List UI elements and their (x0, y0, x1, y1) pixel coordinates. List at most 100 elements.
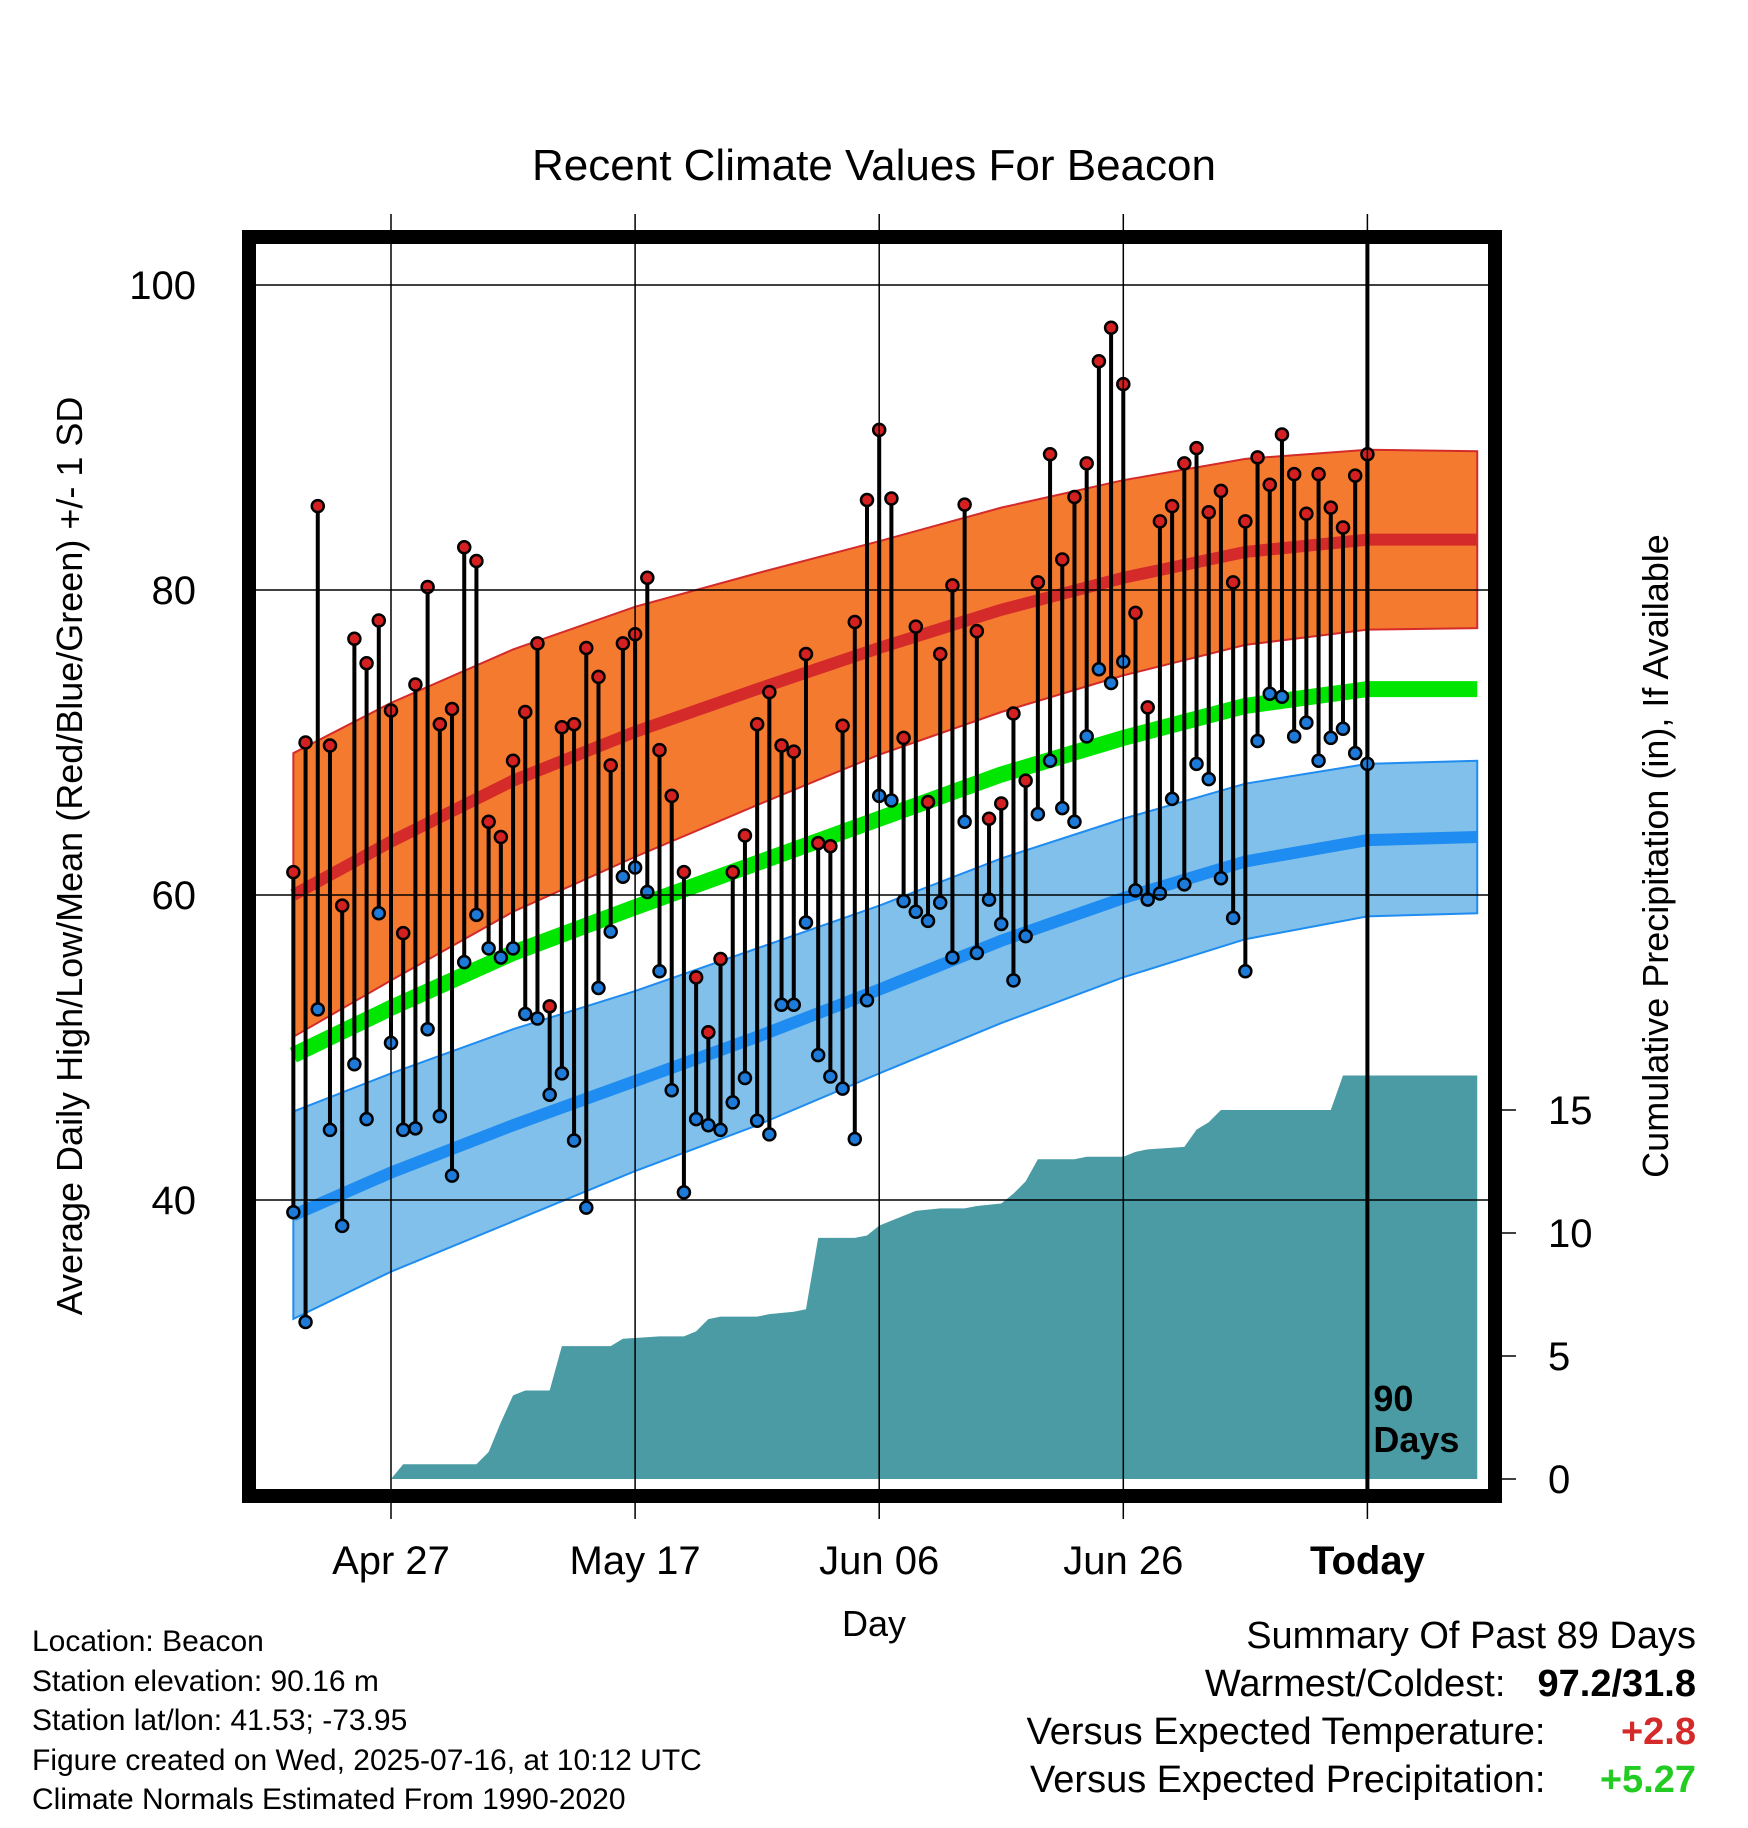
normals-text: Climate Normals Estimated From 1990-2020 (32, 1783, 626, 1816)
daily-high-point (835, 718, 850, 733)
daily-low-point (1238, 964, 1253, 979)
daily-high-point (945, 578, 960, 593)
daily-low-point (1006, 973, 1021, 988)
daily-high-point (823, 838, 838, 854)
daily-high-point (334, 898, 350, 913)
daily-high-point (847, 614, 863, 630)
location-text: Location: Beacon (32, 1625, 264, 1658)
daily-low-point (518, 1006, 533, 1022)
daily-low-point (969, 945, 985, 961)
daily-high-point (286, 864, 301, 880)
station-info: Location: Beacon Station elevation: 90.1… (32, 1622, 702, 1820)
daily-low-point (1250, 733, 1265, 749)
daily-low-point (823, 1069, 838, 1084)
daily-high-point (1018, 773, 1033, 788)
daily-low-point (286, 1204, 301, 1220)
daily-low-point (1274, 689, 1290, 704)
daily-low-point (603, 924, 618, 939)
daily-high-point (359, 655, 374, 671)
daily-high-point (347, 631, 362, 647)
daily-high-point (798, 646, 814, 662)
daily-high-point (1335, 520, 1351, 535)
daily-low-point (920, 913, 936, 929)
daily-low-point (481, 941, 496, 956)
daily-low-point (310, 1002, 326, 1017)
summary-temp: Versus Expected Temperature: +2.8 (1027, 1708, 1696, 1756)
daily-low-point (1140, 892, 1155, 907)
daily-high-point (713, 951, 728, 967)
summary-panel: Summary Of Past 89 Days Warmest/Coldest:… (1027, 1612, 1696, 1804)
x-tick-label: Jun 26 (1063, 1539, 1183, 1583)
x-tick-label: Today (1310, 1539, 1426, 1583)
daily-high-point (603, 758, 618, 773)
daily-low-point (420, 1021, 435, 1037)
daily-low-point (456, 954, 472, 970)
daily-high-point (652, 742, 667, 758)
daily-high-point (518, 704, 533, 720)
daily-low-point (1067, 814, 1082, 830)
y-right-tick-label: 0 (1548, 1458, 1570, 1502)
daily-high-point (1042, 447, 1058, 462)
daily-high-point (1286, 466, 1302, 482)
summary-heading: Summary Of Past 89 Days (1246, 1615, 1696, 1657)
daily-high-point (395, 925, 411, 941)
daily-high-point (969, 623, 985, 639)
daily-low-point (884, 793, 899, 808)
daily-high-point (701, 1025, 716, 1040)
daily-low-point (1347, 745, 1363, 761)
daily-low-point (347, 1057, 362, 1072)
daily-low-point (505, 941, 521, 956)
daily-low-point (1335, 721, 1351, 737)
daily-low-point (713, 1122, 728, 1138)
daily-low-point (1201, 771, 1216, 787)
daily-high-point (530, 636, 545, 651)
daily-low-point (1299, 715, 1314, 730)
daily-low-point (432, 1108, 448, 1124)
daily-low-point (542, 1087, 557, 1103)
daily-high-point (1164, 498, 1180, 514)
daily-high-point (1177, 456, 1192, 471)
daily-high-point (786, 744, 802, 759)
daily-low-point (615, 869, 631, 884)
daily-high-point (1128, 605, 1143, 621)
daily-low-point (1152, 886, 1168, 901)
daily-low-point (798, 915, 814, 930)
daily-low-point (469, 907, 484, 923)
daily-high-point (1140, 700, 1155, 715)
today-days-label: Days (1373, 1419, 1459, 1460)
daily-low-point (994, 916, 1009, 932)
daily-high-point (554, 720, 570, 735)
daily-low-point (579, 1200, 594, 1215)
daily-high-point (1091, 354, 1107, 369)
daily-high-point (640, 570, 655, 586)
chart-title: Recent Climate Values For Beacon (532, 141, 1216, 190)
daily-low-point (810, 1047, 826, 1063)
daily-low-point (1018, 928, 1033, 944)
daily-high-point (1262, 477, 1278, 493)
daily-high-point (493, 829, 509, 845)
daily-high-point (1055, 552, 1070, 567)
precip-value: +5.27 (1599, 1759, 1696, 1801)
daily-high-point (1103, 320, 1119, 335)
daily-low-point (591, 980, 606, 996)
daily-high-point (1225, 575, 1241, 590)
daily-low-point (1262, 686, 1278, 701)
daily-high-point (981, 811, 997, 826)
daily-low-point (640, 884, 655, 900)
y-left-tick-label: 60 (152, 874, 197, 918)
precip-area (293, 1075, 1478, 1479)
daily-low-point (945, 950, 960, 965)
daily-low-point (408, 1121, 423, 1136)
daily-high-point (505, 753, 521, 769)
daily-high-point (469, 553, 484, 569)
y-axis-label-left: Average Daily High/Low/Mean (Red/Blue/Gr… (49, 397, 90, 1316)
daily-high-point (774, 738, 789, 753)
daily-high-point (371, 613, 387, 628)
daily-high-point (456, 540, 472, 555)
daily-low-point (847, 1131, 863, 1147)
today-days-label: 90 (1373, 1378, 1413, 1419)
daily-high-point (957, 497, 972, 512)
daily-high-point (542, 999, 557, 1014)
y-axis-label-right: Cumulative Precipitation (in), If Availa… (1635, 534, 1676, 1178)
